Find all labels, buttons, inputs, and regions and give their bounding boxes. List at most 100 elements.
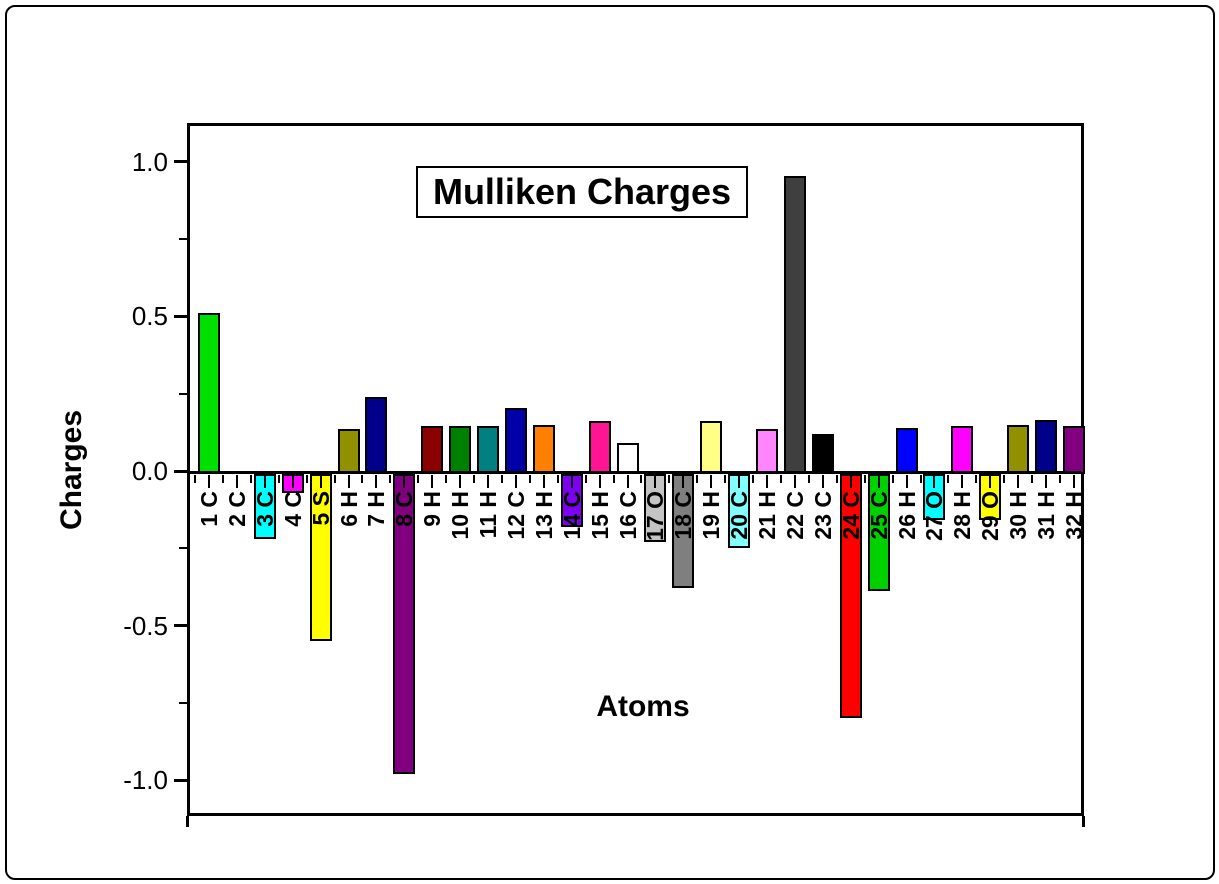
bar-atom-22-C (783, 175, 806, 474)
bar-atom-21-H (756, 429, 779, 474)
x-axis-zero-line (190, 471, 1081, 474)
x-minor-tick (947, 475, 950, 483)
x-minor-tick (277, 475, 280, 483)
x-minor-tick (668, 475, 671, 483)
x-major-tick (542, 475, 545, 488)
x-major-tick (989, 475, 992, 488)
x-major-tick (319, 475, 322, 488)
axis-end-tick (186, 816, 189, 827)
x-major-tick (459, 475, 462, 488)
x-major-tick (877, 475, 880, 488)
bar-atom-8-C (393, 474, 416, 774)
x-minor-tick (891, 475, 894, 483)
x-major-tick (375, 475, 378, 488)
y-tick-label: -0.5 (123, 610, 168, 641)
x-minor-tick (417, 475, 420, 483)
atom-label: 3 C (251, 491, 278, 527)
bar-atom-23-C (811, 433, 834, 474)
bar-atom-11-H (477, 426, 500, 474)
x-minor-tick (305, 475, 308, 483)
x-major-tick (738, 475, 741, 488)
x-minor-tick (221, 475, 224, 483)
x-major-tick (598, 475, 601, 488)
atom-label: 6 H (335, 491, 362, 527)
bar-atom-12-C (504, 407, 527, 474)
x-major-tick (235, 475, 238, 488)
y-major-tick (174, 160, 187, 164)
y-minor-tick (179, 701, 187, 704)
y-major-tick (174, 469, 187, 473)
x-major-tick (570, 475, 573, 488)
x-major-tick (208, 475, 210, 488)
x-major-tick (654, 475, 657, 488)
x-minor-tick (724, 475, 727, 483)
bar-atom-28-H (951, 426, 974, 474)
x-major-tick (347, 475, 350, 488)
x-minor-tick (333, 475, 336, 483)
bar-atom-19-H (700, 421, 723, 474)
y-major-tick (174, 778, 187, 782)
atom-label: 25 C (865, 491, 892, 540)
y-tick-label: 0.5 (131, 301, 168, 332)
atom-label: 28 H (949, 491, 976, 540)
atom-label: 18 C (670, 491, 697, 540)
x-major-tick (849, 475, 852, 488)
y-major-tick (174, 624, 187, 628)
atom-label: 13 H (530, 491, 557, 540)
atom-label: 30 H (1005, 491, 1032, 540)
x-minor-tick (780, 475, 782, 483)
x-major-tick (514, 475, 517, 488)
x-minor-tick (640, 475, 643, 483)
atom-label: 1 C (196, 491, 222, 527)
bar-atom-13-H (532, 424, 555, 474)
atom-label: 23 C (809, 491, 836, 540)
x-minor-tick (1003, 475, 1006, 483)
x-minor-tick (361, 475, 364, 483)
y-major-tick (174, 314, 187, 318)
x-major-tick (626, 475, 629, 488)
atom-label: 20 C (726, 491, 753, 540)
x-minor-tick (696, 475, 699, 483)
atom-label: 2 C (223, 491, 250, 527)
x-major-tick (905, 475, 908, 488)
x-major-tick (487, 475, 490, 488)
y-minor-tick (179, 238, 187, 241)
chart-title: Mulliken Charges (432, 171, 732, 212)
x-major-tick (682, 475, 685, 488)
x-minor-tick (752, 475, 755, 483)
atom-label: 7 H (363, 491, 390, 527)
x-major-tick (403, 475, 406, 488)
bar-atom-16-C (616, 443, 639, 474)
atom-label: 17 O (642, 491, 669, 541)
x-minor-tick (445, 475, 448, 483)
atom-label: 22 C (781, 491, 808, 540)
atom-label: 4 C (279, 491, 306, 527)
x-major-tick (710, 475, 713, 488)
bar-atom-26-H (895, 427, 918, 474)
atom-label: 21 H (754, 491, 781, 540)
bar-atom-7-H (365, 396, 388, 474)
atom-label: 11 H (475, 491, 502, 539)
bar-atom-5-S (309, 474, 332, 641)
x-minor-tick (249, 475, 252, 483)
x-minor-tick (584, 475, 587, 483)
x-minor-tick (500, 475, 503, 483)
x-major-tick (291, 475, 294, 488)
x-major-tick (821, 475, 824, 488)
x-minor-tick (919, 475, 922, 483)
x-minor-tick (807, 475, 810, 483)
x-major-tick (766, 475, 769, 488)
x-minor-tick (389, 475, 392, 483)
bar-atom-30-H (1007, 424, 1030, 474)
atom-label: 8 C (391, 491, 418, 527)
x-major-tick (263, 475, 266, 488)
x-major-tick (793, 475, 796, 488)
bar-atom-1-C (198, 313, 220, 474)
x-minor-tick (528, 475, 531, 483)
atom-label: 27 O (921, 491, 948, 541)
y-minor-tick (179, 547, 187, 550)
x-minor-tick (473, 475, 476, 483)
atom-label: 16 C (614, 491, 641, 540)
